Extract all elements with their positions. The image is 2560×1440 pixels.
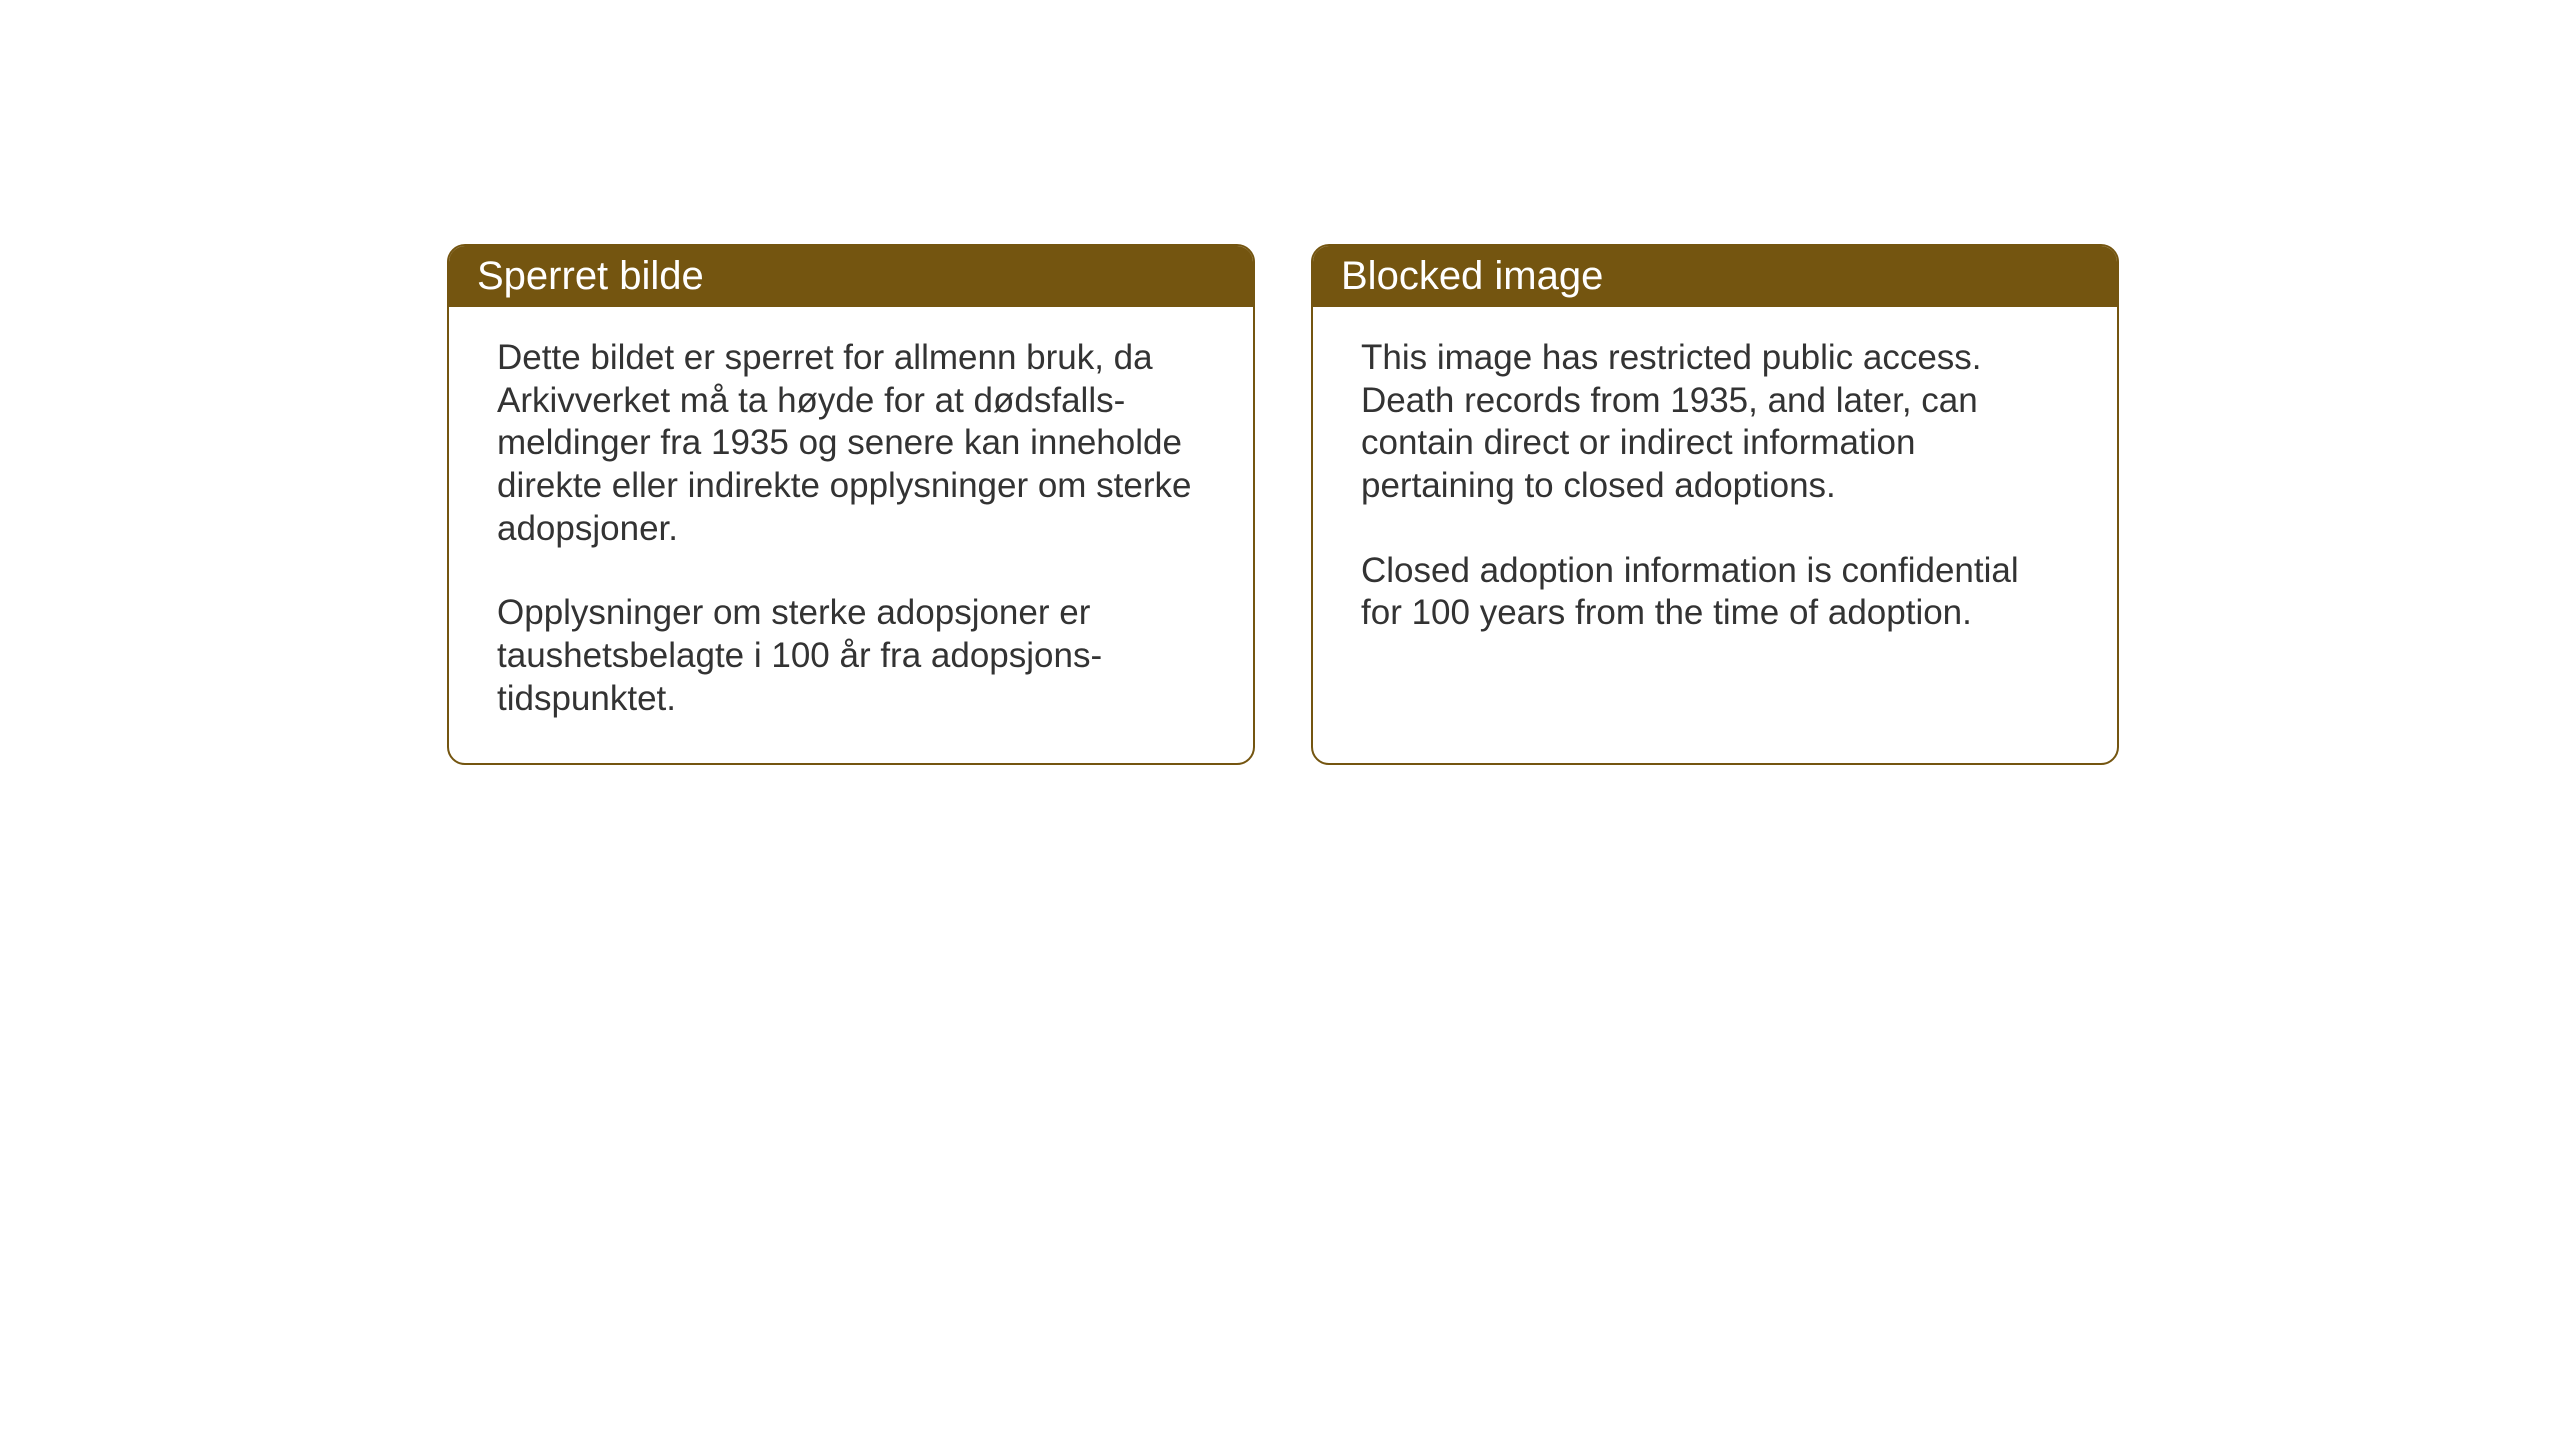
card-paragraph: Opplysninger om sterke adopsjoner er tau… [497, 592, 1205, 720]
card-body-english: This image has restricted public access.… [1313, 307, 2117, 677]
card-paragraph: Closed adoption information is confident… [1361, 550, 2069, 635]
card-body-norwegian: Dette bildet er sperret for allmenn bruk… [449, 307, 1253, 763]
notice-container: Sperret bilde Dette bildet er sperret fo… [447, 244, 2119, 765]
notice-card-english: Blocked image This image has restricted … [1311, 244, 2119, 765]
notice-card-norwegian: Sperret bilde Dette bildet er sperret fo… [447, 244, 1255, 765]
card-paragraph: Dette bildet er sperret for allmenn bruk… [497, 337, 1205, 550]
card-header-norwegian: Sperret bilde [449, 246, 1253, 307]
card-paragraph: This image has restricted public access.… [1361, 337, 2069, 508]
card-header-english: Blocked image [1313, 246, 2117, 307]
